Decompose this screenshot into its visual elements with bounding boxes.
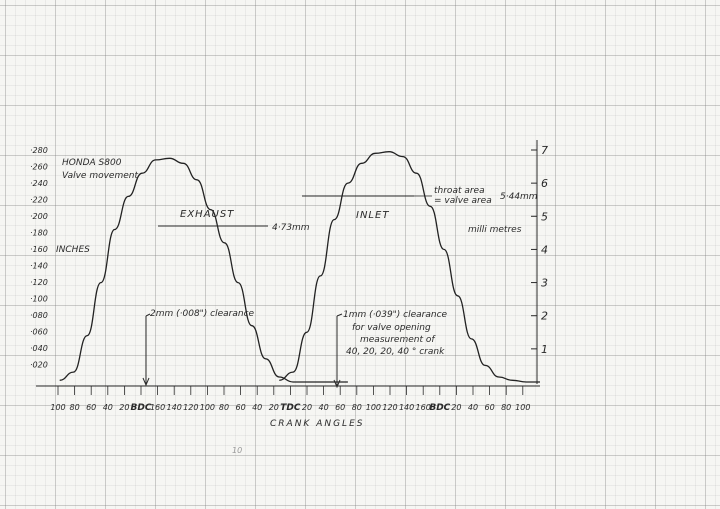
x-tick-label: 80 <box>352 403 362 412</box>
inlet-clearance-line-3: measurement of <box>360 335 436 345</box>
x-tick-label: 40 <box>103 403 113 412</box>
series-line-inlet <box>279 151 540 383</box>
x-tick-label: TDC <box>280 403 301 413</box>
left-tick-label: ·280 <box>30 146 48 155</box>
left-tick-label: ·140 <box>30 262 48 271</box>
x-tick-label: 160 <box>150 403 165 412</box>
inlet-clearance-line-1: 1mm (·039") clearance <box>343 310 448 320</box>
x-tick-label: 40 <box>319 403 329 412</box>
chart-subtitle: Valve movement <box>62 171 138 181</box>
y-axis-label-left: INCHES <box>56 245 90 255</box>
x-tick-label: 80 <box>70 403 80 412</box>
x-tick-label: 20 <box>119 403 129 412</box>
inlet-label: INLET <box>356 210 389 221</box>
throat-area-label: throat area <box>434 186 485 196</box>
x-tick-label: 20 <box>451 403 461 412</box>
exhaust-arrow-leader <box>145 313 151 317</box>
x-tick-label: 60 <box>485 403 495 412</box>
right-tick-label: 6 <box>541 177 548 190</box>
x-tick-label: 140 <box>399 403 414 412</box>
left-tick-label: ·120 <box>30 278 48 287</box>
right-tick-label: 3 <box>541 277 548 290</box>
right-tick-label: 2 <box>541 310 548 323</box>
left-tick-label: ·100 <box>30 295 48 304</box>
right-axis: 7 6 5 4 3 2 1 <box>531 140 548 384</box>
x-tick-label: 40 <box>468 403 478 412</box>
right-tick-label: 5 <box>541 210 548 223</box>
x-tick-label: 80 <box>501 403 511 412</box>
series-line-exhaust <box>59 157 348 383</box>
valve-area-label: = valve area <box>434 196 492 206</box>
throat-width-label: 5·44mm <box>500 192 538 202</box>
x-axis-label: CRANK ANGLES <box>270 419 364 429</box>
x-tick-label: 60 <box>335 403 345 412</box>
right-tick-label: 4 <box>541 243 548 256</box>
x-tick-label: 120 <box>183 403 198 412</box>
left-tick-label: ·240 <box>30 179 48 188</box>
x-tick-label: 140 <box>167 403 182 412</box>
left-tick-label: ·160 <box>30 245 48 254</box>
left-tick-label: ·260 <box>30 163 48 172</box>
x-tick-label: BDC <box>429 403 450 413</box>
x-tick-label: 100 <box>50 403 65 412</box>
inlet-clearance-line-4: 40, 20, 20, 40 ° crank <box>346 347 445 357</box>
left-tick-label: ·080 <box>30 311 48 320</box>
chart-title: HONDA S800 <box>62 158 122 168</box>
left-tick-label: ·180 <box>30 229 48 238</box>
left-tick-label: ·020 <box>30 361 48 370</box>
x-tick-label: 80 <box>219 403 229 412</box>
left-tick-label: ·060 <box>30 328 48 337</box>
right-tick-label: 7 <box>541 144 548 157</box>
exhaust-clearance-label: 2mm (·008") clearance <box>150 309 255 319</box>
left-axis: ·280 ·260 ·240 ·220 ·200 ·180 ·160 ·140 ·120 ·100… <box>30 146 48 370</box>
left-tick-label: ·200 <box>30 212 48 221</box>
x-tick-label: 100 <box>366 403 381 412</box>
x-tick-label: 60 <box>236 403 246 412</box>
exhaust-arrow-head <box>142 377 150 387</box>
x-tick-label: 20 <box>269 403 279 412</box>
exhaust-label: EXHAUST <box>180 209 234 220</box>
inlet-clearance-line-2: for valve opening <box>352 323 431 333</box>
series-layer <box>59 151 540 383</box>
x-tick-label: 40 <box>252 403 262 412</box>
x-tick-label: BDC <box>131 403 152 413</box>
page-number: 10 <box>232 446 242 455</box>
x-tick-label: 100 <box>515 403 530 412</box>
right-tick-label: 1 <box>541 343 548 356</box>
x-tick-label: 160 <box>416 403 431 412</box>
x-tick-label: 100 <box>200 403 215 412</box>
x-tick-label: 20 <box>302 403 312 412</box>
left-tick-label: ·220 <box>30 196 48 205</box>
exhaust-width-label: 4·73mm <box>272 223 310 233</box>
x-tick-label: 120 <box>382 403 397 412</box>
x-tick-label: 60 <box>86 403 96 412</box>
inlet-arrow-head <box>333 379 341 389</box>
left-tick-label: ·040 <box>30 344 48 353</box>
inlet-arrow-leader <box>336 313 343 317</box>
y-axis-label-right: milli metres <box>468 225 522 235</box>
